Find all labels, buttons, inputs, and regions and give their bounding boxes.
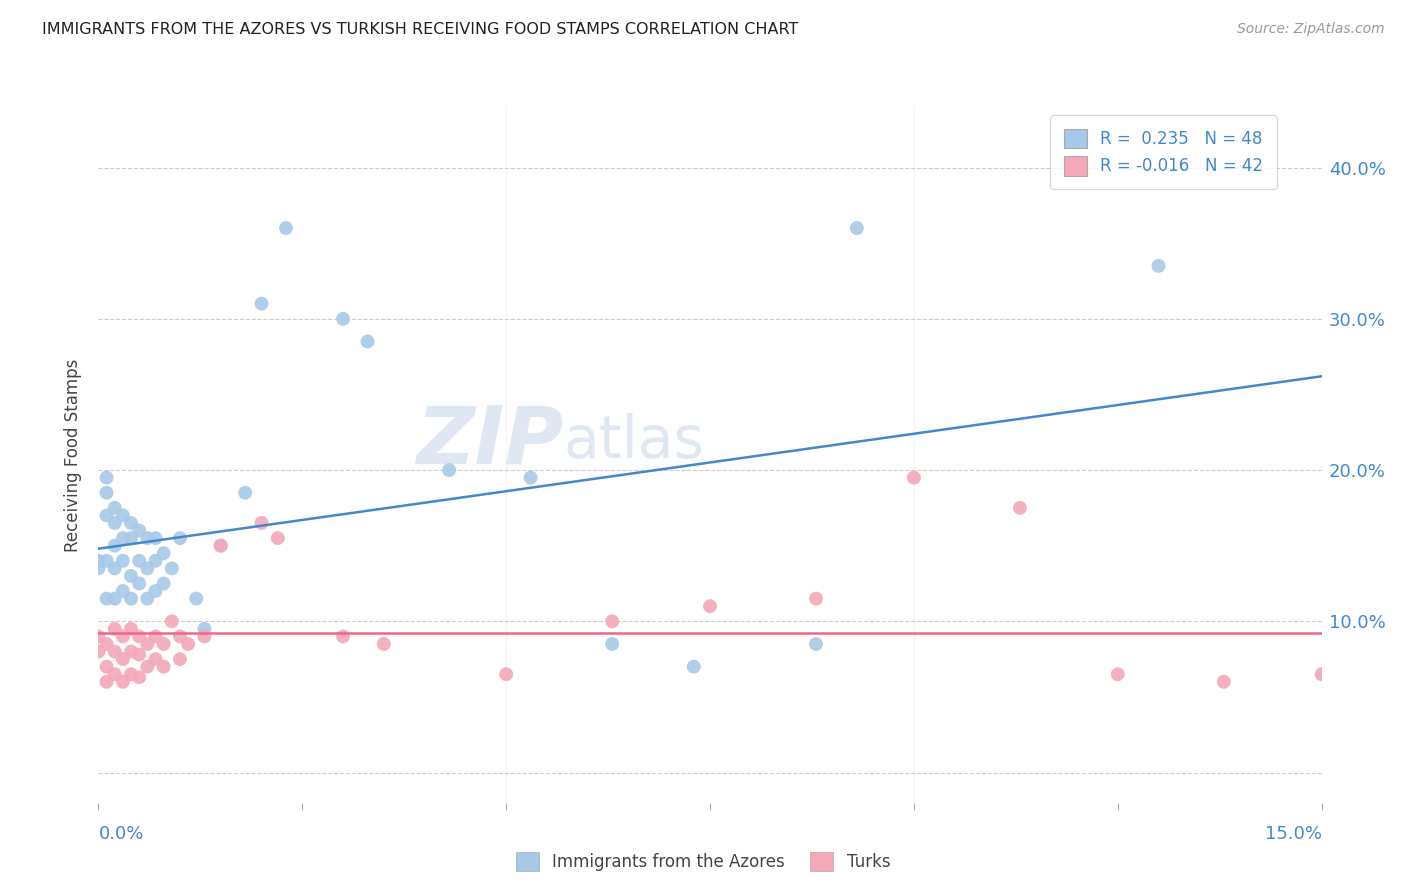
Point — [111, 531, 134, 545]
Point — [152, 546, 174, 560]
Point — [177, 637, 200, 651]
Point — [104, 622, 127, 636]
Point — [136, 561, 159, 575]
Point — [495, 667, 517, 681]
Point — [104, 516, 127, 530]
Text: 0.0%: 0.0% — [98, 825, 143, 843]
Point — [903, 470, 925, 484]
Y-axis label: Receiving Food Stamps: Receiving Food Stamps — [65, 359, 83, 551]
Point — [699, 599, 721, 614]
Text: atlas: atlas — [564, 412, 704, 469]
Point — [804, 591, 827, 606]
Text: Source: ZipAtlas.com: Source: ZipAtlas.com — [1237, 22, 1385, 37]
Point — [274, 221, 297, 235]
Point — [152, 637, 174, 651]
Point — [111, 652, 134, 666]
Point — [250, 296, 273, 310]
Point — [519, 470, 541, 484]
Point — [128, 554, 150, 568]
Point — [169, 629, 191, 643]
Point — [145, 584, 167, 599]
Point — [804, 637, 827, 651]
Point — [87, 644, 110, 658]
Point — [111, 508, 134, 523]
Point — [160, 615, 183, 629]
Point — [120, 667, 142, 681]
Point — [209, 539, 232, 553]
Legend: R =  0.235   N = 48, R = -0.016   N = 42: R = 0.235 N = 48, R = -0.016 N = 42 — [1050, 115, 1277, 189]
Point — [96, 470, 118, 484]
Point — [87, 629, 110, 643]
Point — [193, 622, 215, 636]
Point — [1107, 667, 1129, 681]
Point — [104, 667, 127, 681]
Text: IMMIGRANTS FROM THE AZORES VS TURKISH RECEIVING FOOD STAMPS CORRELATION CHART: IMMIGRANTS FROM THE AZORES VS TURKISH RE… — [42, 22, 799, 37]
Point — [136, 531, 159, 545]
Point — [169, 652, 191, 666]
Text: ZIP: ZIP — [416, 402, 564, 480]
Point — [250, 516, 273, 530]
Point — [160, 561, 183, 575]
Point — [332, 629, 354, 643]
Point — [169, 531, 191, 545]
Point — [152, 576, 174, 591]
Point — [128, 576, 150, 591]
Point — [96, 674, 118, 689]
Point — [600, 615, 623, 629]
Point — [104, 539, 127, 553]
Point — [1212, 674, 1234, 689]
Point — [111, 674, 134, 689]
Point — [128, 648, 150, 662]
Point — [193, 629, 215, 643]
Point — [104, 561, 127, 575]
Point — [120, 644, 142, 658]
Point — [437, 463, 460, 477]
Point — [682, 659, 704, 673]
Point — [1147, 259, 1170, 273]
Point — [128, 629, 150, 643]
Point — [136, 591, 159, 606]
Point — [136, 637, 159, 651]
Legend: Immigrants from the Azores, Turks: Immigrants from the Azores, Turks — [508, 843, 898, 880]
Point — [152, 659, 174, 673]
Point — [145, 531, 167, 545]
Point — [96, 659, 118, 673]
Point — [136, 659, 159, 673]
Point — [267, 531, 290, 545]
Point — [209, 539, 232, 553]
Point — [96, 554, 118, 568]
Point — [104, 500, 127, 515]
Point — [87, 554, 110, 568]
Point — [120, 531, 142, 545]
Point — [87, 561, 110, 575]
Point — [1310, 667, 1333, 681]
Point — [96, 485, 118, 500]
Point — [96, 591, 118, 606]
Point — [120, 516, 142, 530]
Point — [128, 524, 150, 538]
Point — [128, 670, 150, 684]
Point — [96, 508, 118, 523]
Point — [600, 637, 623, 651]
Point — [104, 644, 127, 658]
Point — [233, 485, 256, 500]
Point — [332, 311, 354, 326]
Point — [845, 221, 868, 235]
Point — [145, 652, 167, 666]
Point — [111, 584, 134, 599]
Point — [1008, 500, 1031, 515]
Point — [120, 569, 142, 583]
Point — [120, 622, 142, 636]
Point — [145, 554, 167, 568]
Point — [373, 637, 395, 651]
Point — [96, 637, 118, 651]
Point — [145, 629, 167, 643]
Text: 15.0%: 15.0% — [1264, 825, 1322, 843]
Point — [120, 591, 142, 606]
Point — [111, 554, 134, 568]
Point — [104, 591, 127, 606]
Point — [356, 334, 378, 349]
Point — [186, 591, 208, 606]
Point — [111, 629, 134, 643]
